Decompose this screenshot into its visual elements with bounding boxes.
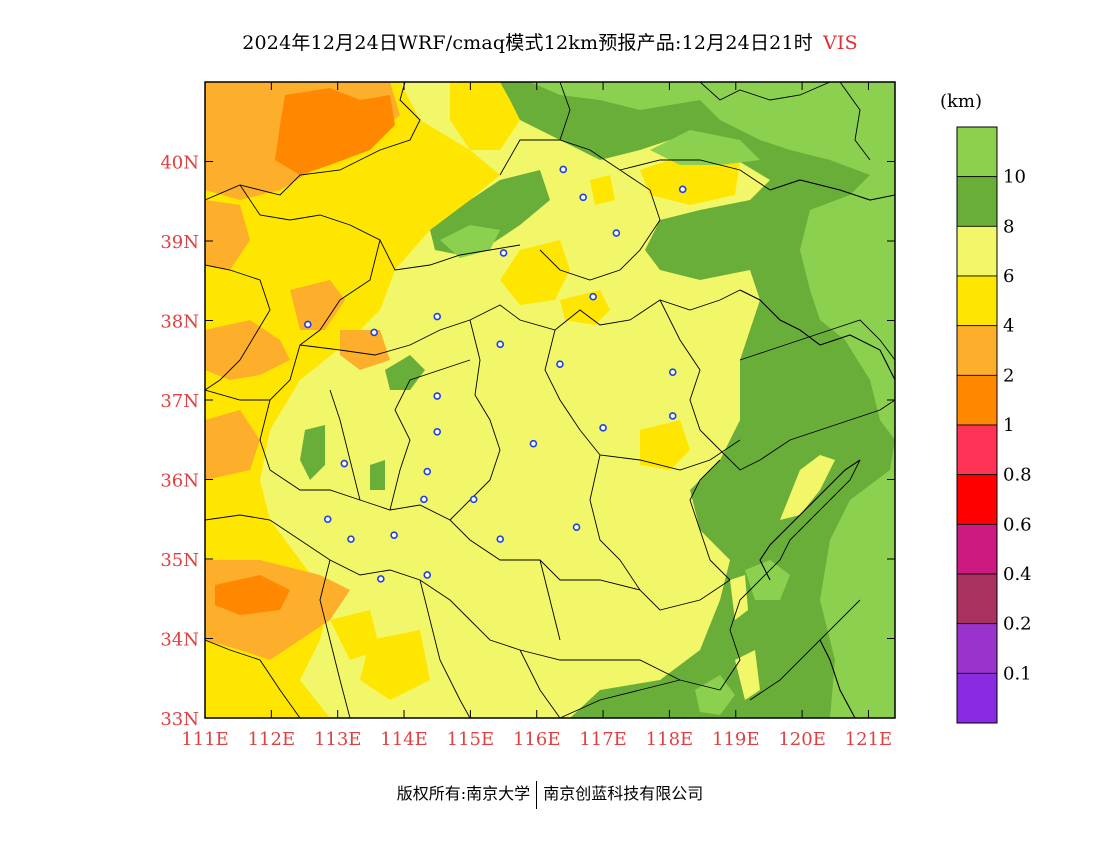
company-text: 南京创蓝科技有限公司: [543, 784, 704, 803]
y-tick-label: 36N: [160, 471, 199, 492]
legend-swatch: [956, 275, 998, 327]
legend-label: 0.2: [1003, 614, 1032, 635]
city-marker: [377, 575, 385, 583]
x-tick-label: 119E: [712, 729, 760, 750]
y-tick-label: 40N: [160, 153, 199, 174]
city-marker: [347, 535, 355, 543]
legend-label: 4: [1003, 316, 1014, 337]
city-marker: [433, 312, 442, 321]
legend-swatch: [956, 474, 998, 525]
chart-title: 2024年12月24日WRF/cmaq模式12km预报产品:12月24日21时 V…: [0, 28, 1100, 55]
city-marker: [579, 193, 587, 202]
latitude-axis: 33N 34N 35N 36N 37N 38N 39N 40N: [160, 153, 895, 730]
city-marker: [589, 292, 597, 301]
y-tick-label: 35N: [160, 550, 199, 571]
city-marker: [370, 328, 378, 337]
legend-label: 8: [1003, 216, 1014, 237]
legend-swatch: [956, 225, 998, 277]
city-marker: [420, 495, 428, 504]
x-tick-label: 118E: [646, 729, 694, 750]
legend-swatch: [956, 573, 998, 625]
x-tick-label: 116E: [513, 729, 561, 750]
legend-unit: (km): [940, 91, 982, 112]
longitude-axis: 111E 112E 113E 114E 115E 116E 117E 118E 119E 120E…: [181, 82, 892, 750]
y-tick-label: 37N: [160, 391, 199, 412]
footer: 版权所有:南京大学 南京创蓝科技有限公司: [0, 780, 1100, 809]
city-marker: [499, 249, 508, 257]
legend-swatch: [956, 374, 998, 426]
boundary-lines: [205, 82, 895, 718]
legend-swatch: [956, 325, 998, 376]
city-marker: [668, 368, 677, 376]
city-marker: [423, 571, 432, 579]
city-marker: [433, 392, 442, 400]
legend-swatch: [956, 176, 998, 227]
footer-separator: [536, 780, 538, 809]
city-marker: [599, 424, 607, 432]
legend-swatch: [956, 523, 998, 575]
legend-swatch: [956, 126, 998, 178]
legend-label: 6: [1003, 266, 1014, 287]
city-marker: [556, 360, 564, 369]
y-tick-label: 33N: [160, 709, 199, 730]
city-marker: [496, 340, 505, 349]
y-tick-label: 39N: [160, 232, 199, 253]
city-marker: [678, 185, 687, 194]
x-tick-label: 115E: [447, 729, 495, 750]
legend-label: 0.4: [1003, 564, 1032, 585]
x-tick-label: 114E: [380, 729, 428, 750]
variable-label: VIS: [822, 32, 858, 54]
legend-swatch: [956, 672, 998, 724]
color-legend: 10 8 6 4 2 1 0.8 0.6 0.4 0.2 0.1: [956, 126, 1032, 724]
city-stations: [304, 165, 687, 583]
city-marker: [340, 459, 349, 468]
city-marker: [496, 535, 505, 543]
copyright-text: 版权所有:南京大学: [396, 784, 531, 803]
city-marker: [469, 495, 478, 504]
x-tick-label: 111E: [181, 729, 229, 750]
title-text: 2024年12月24日WRF/cmaq模式12km预报产品:12月24日21时: [242, 32, 813, 54]
city-marker: [423, 467, 432, 476]
visibility-field: [205, 82, 895, 718]
city-marker: [612, 229, 621, 237]
city-marker: [572, 523, 581, 532]
city-marker: [559, 165, 568, 174]
y-tick-label: 38N: [160, 312, 199, 333]
city-marker: [668, 412, 677, 420]
legend-label: 1: [1003, 415, 1014, 436]
x-tick-label: 113E: [314, 729, 362, 750]
x-tick-label: 120E: [778, 729, 826, 750]
city-marker: [390, 531, 398, 539]
x-tick-label: 121E: [845, 729, 893, 750]
legend-label: 10: [1003, 167, 1026, 188]
city-marker: [433, 427, 442, 436]
legend-swatch: [956, 424, 998, 476]
x-tick-label: 117E: [579, 729, 627, 750]
x-tick-label: 112E: [248, 729, 296, 750]
city-marker: [304, 320, 312, 329]
legend-label: 0.1: [1003, 663, 1032, 684]
city-marker: [323, 515, 332, 524]
legend-label: 2: [1003, 365, 1014, 386]
legend-label: 0.8: [1003, 465, 1032, 486]
city-marker: [529, 439, 538, 448]
y-tick-label: 34N: [160, 630, 199, 651]
legend-swatch: [956, 623, 998, 674]
legend-label: 0.6: [1003, 514, 1032, 535]
legend-frame: [956, 126, 998, 724]
